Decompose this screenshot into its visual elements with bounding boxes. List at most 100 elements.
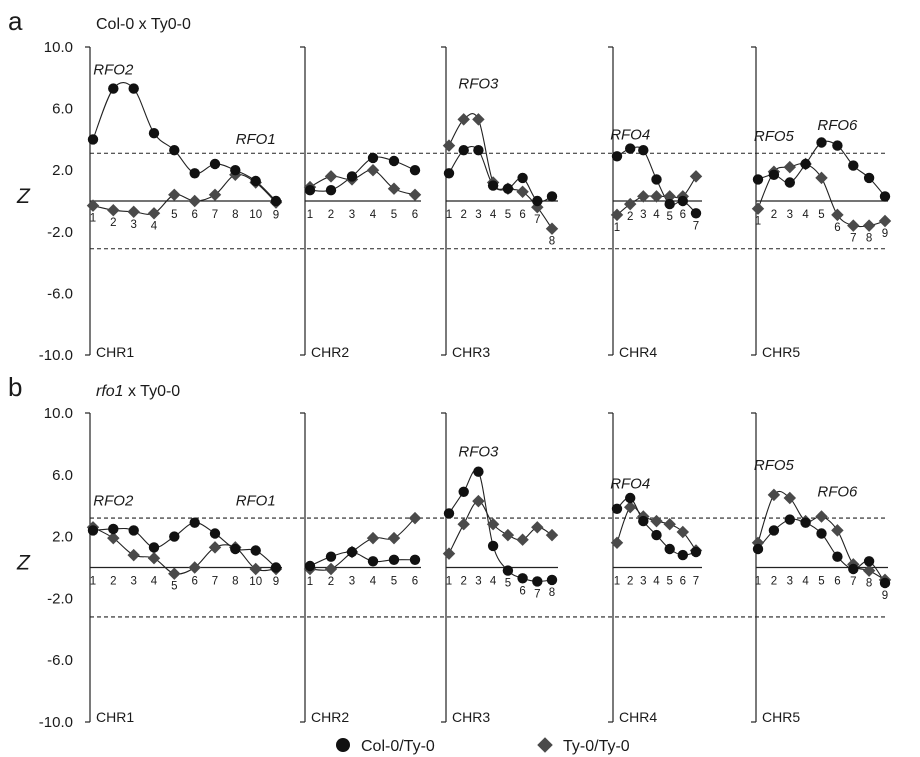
col0-point — [458, 486, 469, 497]
col0-point — [230, 543, 241, 555]
marker-label: 10 — [249, 576, 262, 588]
ty0-point — [324, 562, 338, 576]
ty0-point — [366, 163, 380, 177]
ty0-point — [324, 170, 338, 183]
col0-point — [148, 128, 160, 139]
col0-point — [325, 185, 337, 196]
col0-point — [546, 191, 558, 202]
qtl-annotation: RFO5 — [754, 128, 795, 145]
y-tick-label: -10.0 — [39, 714, 73, 731]
col0-point — [611, 503, 623, 514]
ty0-point — [472, 113, 485, 126]
panel-letter: a — [8, 6, 23, 36]
col0-point — [651, 529, 662, 541]
ty0-point — [366, 531, 380, 545]
legend-ty-label: Ty-0/Ty-0 — [563, 738, 630, 755]
col0-point — [367, 152, 379, 164]
y-axis-label: Z — [16, 185, 31, 208]
col0-point — [784, 514, 795, 525]
col0-point — [752, 174, 764, 185]
series-line-col0 — [309, 551, 416, 567]
col0-point — [487, 540, 499, 552]
ty0-point — [107, 203, 120, 217]
marker-label: 8 — [549, 236, 555, 248]
marker-label: 8 — [866, 578, 872, 590]
ty0-point — [545, 528, 559, 542]
col0-point — [752, 543, 764, 555]
y-tick-label: 10.0 — [44, 39, 73, 56]
marker-label: 2 — [460, 576, 466, 588]
col0-point — [768, 169, 780, 180]
legend-col-marker — [336, 738, 350, 752]
qtl-annotation: RFO3 — [458, 443, 499, 460]
ty0-point — [442, 547, 456, 560]
qtl-annotation: RFO5 — [754, 457, 795, 474]
ty0-point — [862, 219, 876, 232]
ty0-point — [147, 551, 161, 565]
col0-point — [458, 145, 469, 156]
col0-point — [800, 517, 811, 528]
marker-label: 3 — [787, 576, 793, 588]
ty0-point — [676, 525, 690, 539]
legend-col-label: Col-0/Ty-0 — [361, 738, 435, 755]
ty0-point — [457, 517, 470, 531]
col0-point — [209, 158, 221, 170]
y-tick-label: -6.0 — [47, 652, 73, 669]
col0-point — [502, 565, 514, 576]
marker-label: 4 — [490, 209, 497, 221]
series-line-ty0 — [92, 173, 277, 215]
ty0-point — [168, 567, 181, 580]
ty0-point — [623, 500, 637, 514]
col0-point — [443, 168, 455, 179]
marker-label: 6 — [191, 576, 197, 588]
marker-label: 3 — [475, 209, 481, 221]
col0-point — [625, 143, 636, 154]
col0-point — [625, 492, 636, 504]
marker-label: 4 — [151, 220, 158, 232]
col0-point — [443, 508, 455, 519]
marker-label: 2 — [110, 217, 116, 229]
ty0-point — [610, 208, 624, 222]
y-tick-label: -2.0 — [47, 590, 73, 607]
marker-label: 5 — [391, 209, 397, 221]
marker-label: 1 — [446, 209, 452, 221]
marker-label: 2 — [627, 211, 633, 223]
marker-label: 6 — [412, 576, 418, 588]
col0-point — [848, 160, 859, 171]
col0-point — [409, 554, 421, 565]
ty0-point — [457, 113, 470, 126]
marker-label: 5 — [391, 576, 397, 588]
marker-label: 3 — [787, 209, 793, 221]
col0-point — [517, 172, 528, 184]
marker-label: 4 — [370, 576, 377, 588]
ty0-point — [751, 202, 765, 215]
marker-label: 6 — [680, 209, 686, 221]
col0-point — [108, 83, 119, 94]
col0-point — [546, 574, 558, 586]
ty0-point — [501, 528, 515, 542]
ty0-point — [208, 188, 222, 202]
col0-point — [325, 551, 337, 562]
ty0-point — [86, 199, 100, 212]
panel-title: rfo1 x Ty0-0 — [96, 383, 180, 400]
marker-label: 5 — [505, 578, 511, 590]
chromosome-label: CHR5 — [762, 709, 800, 725]
marker-label: 6 — [191, 209, 197, 221]
marker-label: 2 — [627, 576, 633, 588]
ty0-point — [783, 491, 797, 505]
ty0-point — [815, 171, 828, 185]
marker-label: 5 — [666, 211, 672, 223]
ty0-point — [623, 197, 637, 211]
col0-point — [87, 525, 99, 536]
legend: Col-0/Ty-0 Ty-0/Ty-0 — [336, 737, 630, 755]
col0-point — [832, 140, 843, 151]
col0-point — [651, 174, 662, 185]
ty0-point — [783, 160, 797, 174]
ty0-point — [862, 564, 876, 577]
ty0-point — [442, 139, 456, 152]
marker-label: 6 — [519, 585, 525, 597]
marker-label: 7 — [534, 588, 540, 600]
marker-label: 10 — [249, 209, 262, 221]
